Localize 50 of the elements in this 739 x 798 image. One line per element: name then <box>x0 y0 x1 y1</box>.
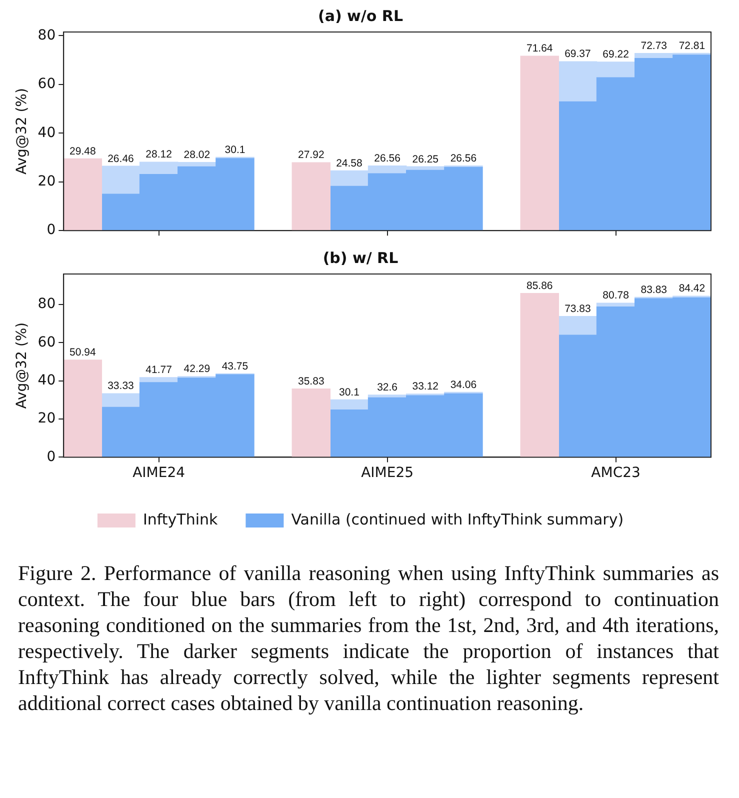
total-label: 71.64 <box>526 42 553 55</box>
total-label: 26.46 <box>108 152 134 165</box>
y-tick-label: 80 <box>38 27 56 44</box>
total-label: 30.1 <box>224 144 246 156</box>
chart-title: (b) w/ RL <box>322 248 399 267</box>
y-tick-label: 0 <box>46 222 56 238</box>
total-label: 72.81 <box>678 40 706 52</box>
chart-title: (a) w/o RL <box>318 6 404 25</box>
total-label: 84.42 <box>678 282 706 295</box>
y-axis-title: Avg@32 (%) <box>14 88 30 175</box>
total-label: 50.94 <box>70 346 96 359</box>
total-label: 72.73 <box>640 40 668 52</box>
total-label: 69.22 <box>602 48 630 61</box>
total-label: 43.75 <box>222 360 248 372</box>
legend-label: InftyThink <box>142 510 218 528</box>
y-tick-label: 40 <box>38 372 56 389</box>
total-label: 27.92 <box>298 149 324 162</box>
y-tick-label: 60 <box>38 334 56 350</box>
x-tick-label: AIME25 <box>361 465 414 482</box>
x-tick-label: AIME24 <box>132 465 186 482</box>
y-tick-label: 80 <box>38 296 56 312</box>
total-label: 83.83 <box>640 284 668 296</box>
total-label: 33.12 <box>412 380 439 393</box>
total-label: 24.58 <box>336 157 363 170</box>
total-label: 29.48 <box>70 145 96 158</box>
total-label: 69.37 <box>564 48 592 60</box>
total-label: 42.29 <box>184 363 210 376</box>
y-tick-label: 60 <box>38 76 56 92</box>
total-label: 34.06 <box>450 378 477 391</box>
total-label: 41.77 <box>146 364 172 376</box>
total-label: 26.56 <box>374 152 401 165</box>
legend-label: Vanilla (continued with InftyThink summary) <box>291 510 624 528</box>
caption: Figure 2. Performance of vanilla reasoning when using InftyThink summaries as context. The four blue bars (from left to right) correspond to continuation reasoning conditioned on the summaries from the 1st, 2nd, 3rd, and 4th iterations, respectively. The darker segments indicate the proportion of instances that InftyThink has already correctly solved, while the lighter segments represent additional correct cases obtained by vanilla continuation reasoning. <box>18 560 719 716</box>
total-label: 35.83 <box>298 375 324 388</box>
total-label: 32.6 <box>377 382 398 394</box>
y-tick-label: 40 <box>38 124 56 141</box>
total-label: 80.78 <box>602 290 630 302</box>
y-tick-label: 20 <box>38 174 56 190</box>
total-label: 85.86 <box>526 280 553 292</box>
total-label: 30.1 <box>339 386 360 398</box>
y-tick-label: 20 <box>38 410 56 427</box>
x-tick-label: AMC23 <box>591 465 640 482</box>
total-label: 28.12 <box>146 148 172 161</box>
total-label: 26.56 <box>450 152 477 165</box>
total-label: 26.25 <box>412 153 439 166</box>
total-label: 73.83 <box>564 302 592 315</box>
y-axis-title: Avg@32 (%) <box>14 322 30 409</box>
total-label: 28.02 <box>184 148 210 161</box>
y-tick-label: 0 <box>46 448 56 465</box>
total-label: 33.33 <box>108 380 134 392</box>
